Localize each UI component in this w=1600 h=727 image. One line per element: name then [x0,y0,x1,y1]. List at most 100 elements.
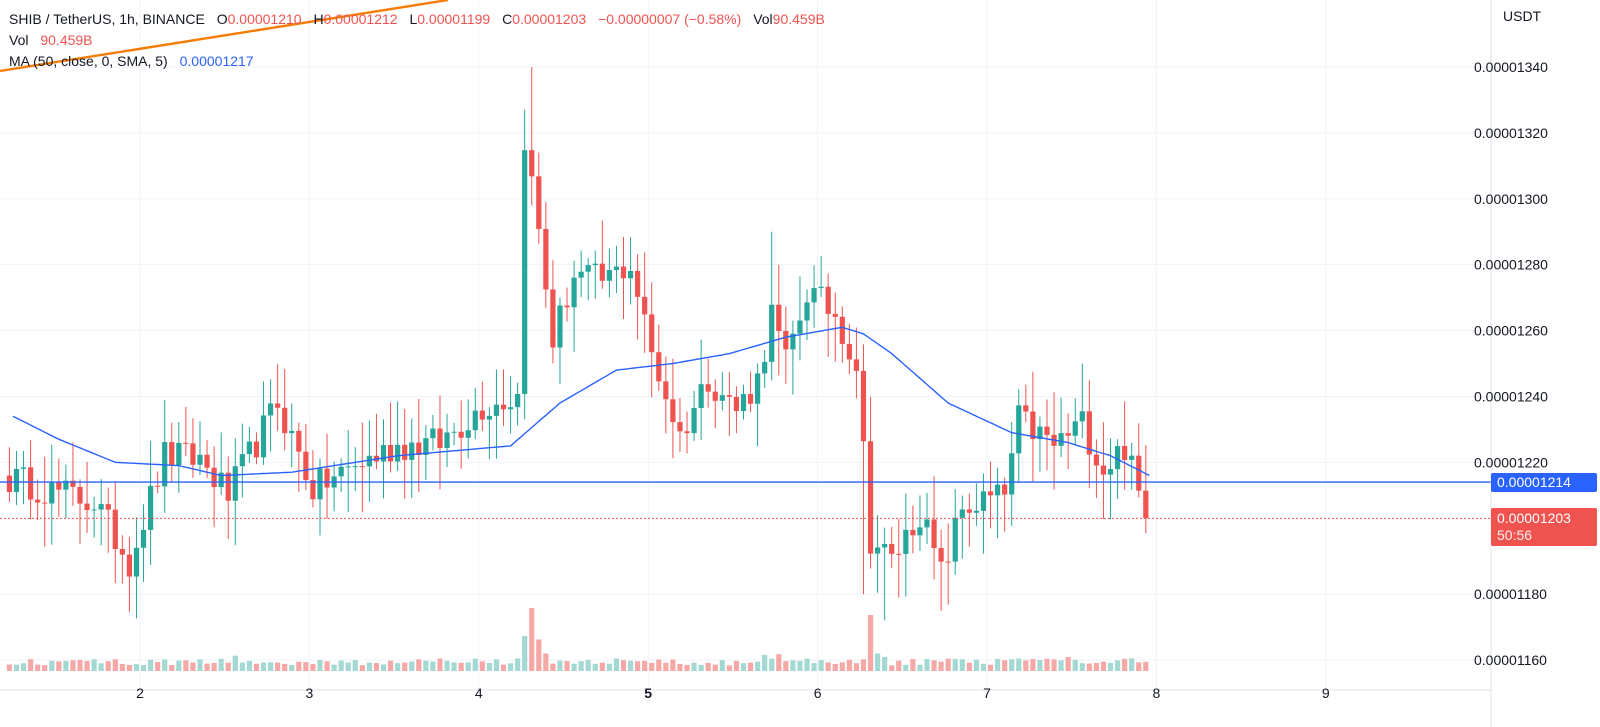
candle-body[interactable] [684,431,690,434]
candle-body[interactable] [529,150,535,177]
candle-body[interactable] [77,486,83,504]
candle-body[interactable] [211,467,217,488]
candle-body[interactable] [119,549,125,555]
candle-body[interactable] [253,441,260,458]
candle-body[interactable] [882,543,888,548]
candle-body[interactable] [973,510,980,513]
candle-body[interactable] [409,442,415,460]
candle-body[interactable] [832,313,838,317]
candle-body[interactable] [345,466,351,468]
candle-body[interactable] [994,484,1001,496]
candle-body[interactable] [550,289,556,348]
candle-body[interactable] [825,286,831,314]
candle-body[interactable] [719,395,725,401]
candle-body[interactable] [1030,411,1036,440]
candle-body[interactable] [606,269,612,281]
candle-body[interactable] [380,445,387,462]
candle-body[interactable] [1037,426,1043,440]
candle-body[interactable] [140,529,147,548]
candle-body[interactable] [959,509,965,518]
candle-body[interactable] [903,529,909,555]
candle-body[interactable] [987,491,994,496]
candle-body[interactable] [507,407,514,410]
candle-body[interactable] [458,431,464,438]
candle-body[interactable] [423,438,429,455]
candle-body[interactable] [1065,433,1071,436]
candle-body[interactable] [691,408,697,434]
candle-body[interactable] [13,468,20,493]
candle-body[interactable] [769,304,775,362]
candle-body[interactable] [818,286,824,289]
candle-body[interactable] [705,384,711,392]
candle-body[interactable] [945,561,951,563]
candle-body[interactable] [35,499,41,503]
candle-body[interactable] [747,394,754,404]
candle-body[interactable] [726,395,732,397]
candle-body[interactable] [867,441,874,554]
candle-body[interactable] [289,430,295,434]
candle-body[interactable] [472,410,478,431]
trend-line[interactable] [0,0,449,73]
moving-average-line[interactable] [12,326,1150,477]
candle-body[interactable] [147,485,154,530]
candle-body[interactable] [387,445,394,462]
candle-body[interactable] [275,403,281,408]
candle-body[interactable] [839,316,845,344]
candle-body[interactable] [437,428,443,448]
candle-body[interactable] [952,517,958,562]
candle-body[interactable] [698,384,704,409]
candle-body[interactable] [500,404,507,410]
candle-body[interactable] [980,491,987,511]
symbol-legend[interactable]: SHIB / TetherUS, 1h, BINANCE O0.00001210… [9,11,825,27]
candle-body[interactable] [282,407,288,434]
candle-body[interactable] [613,266,620,270]
candle-body[interactable] [1093,454,1100,466]
candle-body[interactable] [42,502,48,504]
candle-body[interactable] [910,529,916,536]
candle-body[interactable] [790,333,796,350]
candle-body[interactable] [1122,446,1128,460]
candle-body[interactable] [783,330,789,350]
candle-body[interactable] [1072,421,1078,436]
candle-body[interactable] [91,509,97,511]
candle-body[interactable] [1100,465,1107,475]
candle-body[interactable] [522,150,528,394]
candle-body[interactable] [126,554,133,577]
candle-body[interactable] [592,263,598,266]
candle-body[interactable] [740,394,747,412]
candle-body[interactable] [444,432,450,448]
ma-legend[interactable]: MA (50, close, 0, SMA, 5) 0.00001217 [9,53,254,69]
candle-body[interactable] [218,472,224,488]
candle-body[interactable] [917,527,923,536]
candle-body[interactable] [338,466,344,477]
candle-body[interactable] [197,454,203,465]
candle-body[interactable] [889,543,895,554]
candle-body[interactable] [1086,411,1092,455]
candle-body[interactable] [578,271,584,278]
candle-body[interactable] [860,370,867,442]
candle-body[interactable] [1058,433,1064,446]
candle-body[interactable] [451,431,457,433]
candle-body[interactable] [232,466,238,501]
candle-body[interactable] [267,403,274,416]
candle-body[interactable] [804,302,810,321]
candle-body[interactable] [670,399,676,423]
candle-body[interactable] [133,547,140,577]
candle-body[interactable] [564,305,570,308]
candle-body[interactable] [260,415,267,458]
candle-body[interactable] [416,442,422,455]
candle-body[interactable] [543,228,549,290]
candle-body[interactable] [656,352,662,382]
candlesticks[interactable] [6,67,1149,621]
candle-body[interactable] [874,547,881,554]
candle-body[interactable] [811,288,817,303]
candle-body[interactable] [515,393,521,408]
candle-body[interactable] [755,373,761,404]
candle-body[interactable] [169,442,175,466]
candle-body[interactable] [1044,426,1050,435]
candle-body[interactable] [402,444,408,460]
candle-body[interactable] [183,442,189,444]
candle-body[interactable] [931,519,937,549]
candle-body[interactable] [27,467,34,500]
